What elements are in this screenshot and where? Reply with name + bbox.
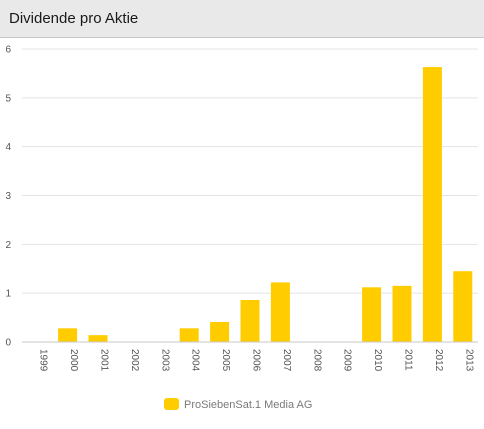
x-tick-label: 2006	[251, 349, 262, 372]
bar-2010[interactable]	[362, 287, 382, 342]
bar-2000[interactable]	[58, 328, 78, 342]
y-tick-label: 5	[5, 93, 11, 104]
y-tick-label: 4	[5, 142, 11, 153]
x-tick-label: 2005	[220, 349, 231, 372]
y-axis: 0 1 2 3 4 5 6	[5, 45, 11, 349]
legend-swatch	[164, 398, 179, 410]
legend[interactable]: ProSiebenSat.1 Media AG	[164, 398, 312, 411]
x-tick-label: 2012	[433, 349, 444, 372]
bars	[58, 67, 473, 343]
x-tick-label: 2000	[68, 349, 79, 372]
x-tick-label: 2001	[99, 349, 110, 372]
x-tick-label: 2007	[281, 349, 292, 372]
chart-title: Dividende pro Aktie	[9, 10, 139, 27]
y-tick-label: 1	[5, 289, 11, 300]
x-tick-label: 2003	[159, 349, 170, 372]
chart-header: Dividende pro Aktie	[0, 0, 484, 38]
y-tick-label: 6	[5, 45, 11, 56]
x-axis: 1999 2000 2001 2002 2003 2004 2005 2006 2007 2008…	[22, 341, 478, 372]
x-tick-label: 2004	[190, 349, 201, 372]
bar-2012[interactable]	[422, 67, 442, 343]
x-tick-label: 2008	[311, 349, 322, 372]
legend-label: ProSiebenSat.1 Media AG	[184, 399, 312, 411]
y-tick-label: 0	[5, 338, 11, 349]
x-tick-label: 2002	[129, 349, 140, 372]
bar-2013[interactable]	[453, 271, 473, 342]
bar-2006[interactable]	[240, 300, 260, 342]
bar-2005[interactable]	[210, 321, 230, 342]
x-tick-label: 2013	[463, 349, 474, 372]
bar-2011[interactable]	[392, 285, 412, 342]
bar-2001[interactable]	[88, 335, 108, 342]
bar-2007[interactable]	[270, 282, 290, 342]
y-tick-label: 3	[5, 191, 11, 202]
x-tick-label: 1999	[38, 349, 49, 372]
bar-2004[interactable]	[179, 328, 199, 342]
x-tick-label: 2009	[342, 349, 353, 372]
x-tick-label: 2010	[372, 349, 383, 372]
gridlines	[22, 48, 478, 294]
x-tick-label: 2011	[403, 349, 414, 371]
y-tick-label: 2	[5, 240, 11, 251]
